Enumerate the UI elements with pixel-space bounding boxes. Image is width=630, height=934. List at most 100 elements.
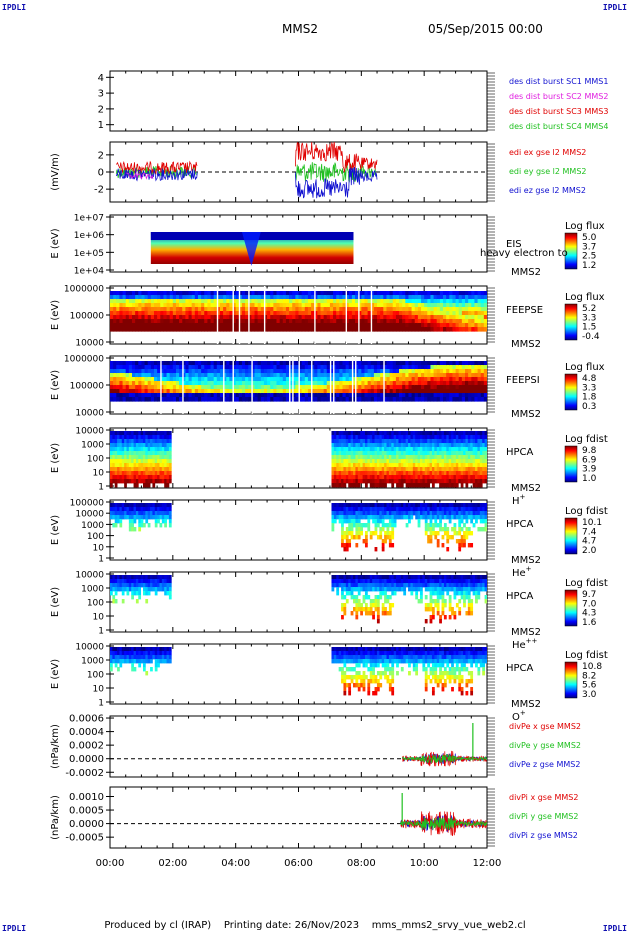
spectrum-cell bbox=[131, 319, 136, 324]
spectrum-cell bbox=[128, 365, 133, 370]
spectrum-cell bbox=[376, 455, 380, 460]
spectrum-cell bbox=[395, 323, 400, 328]
spectrum-cell bbox=[213, 365, 218, 370]
spectrum-cell bbox=[292, 389, 296, 394]
spectrum-cell bbox=[216, 311, 221, 316]
spectrum-cell bbox=[140, 511, 144, 516]
spectrum-cell bbox=[219, 323, 224, 328]
spectrum-cell bbox=[448, 443, 452, 448]
spectrum-cell bbox=[357, 471, 361, 476]
spectrum-cell bbox=[415, 439, 419, 444]
spectrum-cell bbox=[166, 463, 170, 468]
spectrum-cell bbox=[446, 291, 450, 296]
spectrogram bbox=[110, 431, 487, 488]
spectrum-cell bbox=[465, 527, 469, 532]
spectrum-cell bbox=[373, 389, 378, 394]
spectrum-cell bbox=[475, 483, 478, 488]
spectrum-cell bbox=[144, 323, 149, 328]
spectrum-cell bbox=[159, 431, 163, 436]
spectrum-cell bbox=[147, 463, 151, 468]
spectrum-cell bbox=[114, 503, 118, 508]
spectrum-cell bbox=[408, 455, 411, 460]
spectrum-cell bbox=[436, 365, 441, 370]
spectrum-cell bbox=[232, 373, 237, 378]
spectrum-cell bbox=[439, 299, 444, 304]
spectrum-cell bbox=[443, 295, 447, 300]
spectrum-cell bbox=[424, 507, 428, 512]
spectrum-cell bbox=[185, 323, 190, 328]
spectrum-cell bbox=[408, 443, 411, 448]
spectrum-cell bbox=[348, 519, 352, 524]
spectrum-cell bbox=[360, 443, 363, 448]
spectrum-cell bbox=[405, 307, 410, 312]
spectrum-cell bbox=[453, 531, 457, 536]
spectrum-cell bbox=[372, 531, 375, 536]
spectrum-cell bbox=[399, 291, 403, 296]
spectrum-cell bbox=[257, 381, 262, 386]
spectrum-cell bbox=[379, 507, 383, 512]
spectrum-cell bbox=[232, 319, 237, 324]
spectrum-cell bbox=[395, 299, 400, 304]
spectrum-cell bbox=[379, 479, 383, 484]
spectrum-cell bbox=[119, 459, 123, 464]
spectrum-cell bbox=[431, 443, 435, 448]
spectrum-cell bbox=[414, 299, 419, 304]
spectrum-cell bbox=[484, 451, 487, 456]
spectrum-cell bbox=[398, 463, 402, 468]
spectrum-cell bbox=[424, 463, 428, 468]
spectrum-cell bbox=[235, 377, 240, 382]
spectrum-cell bbox=[355, 295, 359, 300]
spectrum-cell bbox=[436, 397, 441, 402]
spectrum-cell bbox=[182, 295, 186, 300]
spectrum-cell bbox=[357, 435, 361, 440]
spectrum-cell bbox=[388, 507, 392, 512]
spectrum-cell bbox=[153, 303, 158, 308]
spectrum-cell bbox=[446, 385, 450, 390]
spectrum-cell bbox=[436, 307, 441, 312]
spectrum-cell bbox=[166, 431, 170, 436]
spectrum-cell bbox=[207, 373, 212, 378]
spectrum-cell bbox=[472, 523, 476, 528]
spectrum-cell bbox=[372, 475, 375, 480]
spectrum-cell bbox=[323, 299, 328, 304]
spectrum-cell bbox=[417, 323, 422, 328]
spectrum-cell bbox=[383, 377, 388, 382]
spectrum-cell bbox=[402, 365, 406, 370]
spectrum-cell bbox=[238, 295, 243, 300]
spectrum-cell bbox=[128, 523, 132, 528]
spectrum-cell bbox=[110, 389, 114, 394]
corner-label-top-right: IPDLI bbox=[602, 3, 627, 12]
spectrum-cell bbox=[465, 479, 469, 484]
spectrum-cell bbox=[179, 323, 183, 328]
spectrum-cell bbox=[443, 471, 447, 476]
spectrum-cell bbox=[380, 303, 384, 308]
spectrum-cell bbox=[405, 397, 410, 402]
spectrum-cell bbox=[417, 507, 421, 512]
spectrum-cell bbox=[343, 519, 347, 524]
spectrum-cell bbox=[342, 397, 347, 402]
spectrum-cell bbox=[460, 471, 464, 476]
spectrum-cell bbox=[367, 515, 371, 520]
spectrum-cell bbox=[402, 327, 406, 332]
spectrum-cell bbox=[131, 315, 136, 320]
spectrum-cell bbox=[414, 389, 419, 394]
spectrum-cell bbox=[113, 291, 117, 296]
spectrum-cell bbox=[295, 385, 300, 390]
spectrum-cell bbox=[124, 475, 127, 480]
spectrum-cell bbox=[470, 451, 474, 456]
spectrum-cell bbox=[380, 389, 384, 394]
spectrum-cell bbox=[213, 311, 218, 316]
spectrum-cell bbox=[341, 515, 344, 520]
spectrum-cell bbox=[422, 451, 426, 456]
spectrum-cell bbox=[128, 295, 133, 300]
spectrum-cell bbox=[263, 365, 268, 370]
spectrum-cell bbox=[128, 479, 132, 484]
spectrum-cell bbox=[182, 291, 186, 296]
spectrum-cell bbox=[326, 299, 331, 304]
spectrum-cell bbox=[389, 361, 394, 366]
spectrum-cell bbox=[201, 299, 205, 304]
spectrum-cell bbox=[463, 535, 466, 540]
spectrum-cell bbox=[414, 315, 419, 320]
spectrum-cell bbox=[125, 311, 130, 316]
spectrum-cell bbox=[477, 299, 482, 304]
